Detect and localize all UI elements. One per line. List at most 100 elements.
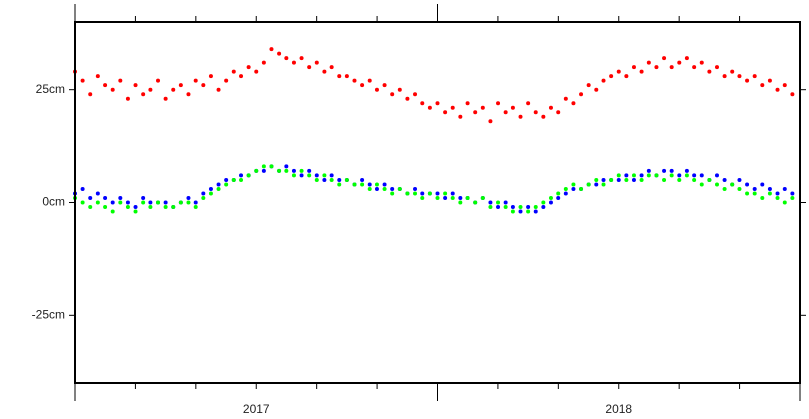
data-point <box>496 205 501 210</box>
data-point <box>480 105 485 110</box>
data-point <box>714 173 719 178</box>
data-point <box>141 92 146 97</box>
data-point <box>646 173 651 178</box>
data-point <box>299 173 304 178</box>
data-point <box>526 205 531 210</box>
data-point <box>458 114 463 119</box>
data-point <box>699 60 704 65</box>
data-point <box>752 74 757 79</box>
data-point <box>360 182 365 187</box>
data-point <box>367 182 372 187</box>
data-point <box>571 182 576 187</box>
data-point <box>110 209 115 214</box>
data-point <box>269 164 274 169</box>
data-point <box>193 205 198 210</box>
data-point <box>624 74 629 79</box>
data-point <box>95 191 100 196</box>
data-point <box>707 69 712 74</box>
data-point <box>548 200 553 205</box>
data-point <box>118 78 123 83</box>
data-point <box>435 195 440 200</box>
data-point <box>714 65 719 70</box>
data-point <box>337 177 342 182</box>
data-point <box>601 78 606 83</box>
data-point <box>254 168 259 173</box>
data-point <box>435 101 440 106</box>
data-point <box>496 101 501 106</box>
data-point <box>420 195 425 200</box>
data-point <box>579 92 584 97</box>
data-point <box>374 87 379 92</box>
data-point <box>103 195 108 200</box>
data-point <box>193 200 198 205</box>
data-point <box>654 65 659 70</box>
data-point <box>95 74 100 79</box>
data-point <box>133 205 138 210</box>
data-point <box>586 83 591 88</box>
plot-frame <box>74 21 801 384</box>
data-point <box>224 78 229 83</box>
data-point <box>80 78 85 83</box>
data-point <box>314 173 319 178</box>
data-point <box>518 114 523 119</box>
data-point <box>510 205 515 210</box>
data-point <box>526 101 531 106</box>
data-point <box>420 101 425 106</box>
data-point <box>767 191 772 196</box>
data-point <box>556 110 561 115</box>
data-point <box>420 191 425 196</box>
data-point <box>745 78 750 83</box>
data-point <box>118 200 123 205</box>
data-point <box>390 186 395 191</box>
data-point <box>782 83 787 88</box>
y-tick-label: -25cm <box>32 307 65 321</box>
data-point <box>692 173 697 178</box>
data-point <box>601 177 606 182</box>
data-point <box>171 87 176 92</box>
data-point <box>413 191 418 196</box>
data-point <box>790 191 795 196</box>
data-point <box>518 209 523 214</box>
data-point <box>571 186 576 191</box>
data-point <box>571 101 576 106</box>
data-point <box>639 69 644 74</box>
data-point <box>277 51 282 56</box>
data-point <box>533 110 538 115</box>
data-point <box>246 65 251 70</box>
data-point <box>775 87 780 92</box>
data-point <box>692 177 697 182</box>
data-point <box>382 182 387 187</box>
data-point <box>631 177 636 182</box>
data-point <box>284 168 289 173</box>
data-point <box>639 173 644 178</box>
data-point <box>465 195 470 200</box>
data-point <box>344 74 349 79</box>
data-point <box>133 209 138 214</box>
data-point <box>760 182 765 187</box>
data-point <box>337 182 342 187</box>
data-point <box>322 69 327 74</box>
data-point <box>737 177 742 182</box>
data-point <box>639 177 644 182</box>
data-point <box>760 195 765 200</box>
data-point <box>329 65 334 70</box>
data-point <box>579 186 584 191</box>
data-point <box>291 168 296 173</box>
data-point <box>163 200 168 205</box>
data-point <box>488 205 493 210</box>
data-point <box>413 186 418 191</box>
data-point <box>216 87 221 92</box>
data-point <box>631 173 636 178</box>
data-point <box>737 186 742 191</box>
data-point <box>473 110 478 115</box>
data-point <box>684 173 689 178</box>
data-point <box>503 205 508 210</box>
data-point <box>88 205 93 210</box>
data-point <box>790 195 795 200</box>
data-point <box>458 200 463 205</box>
data-point <box>722 74 727 79</box>
data-point <box>556 195 561 200</box>
data-point <box>231 69 236 74</box>
data-point <box>329 177 334 182</box>
